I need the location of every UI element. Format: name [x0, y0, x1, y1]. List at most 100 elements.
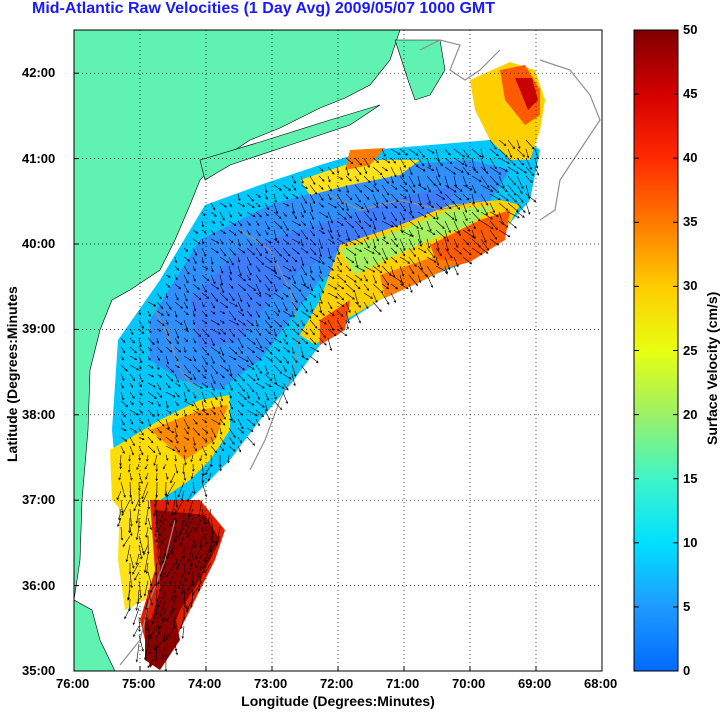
current-vector-arrow — [246, 229, 251, 236]
current-vector-arrow — [183, 346, 187, 353]
current-vector-arrow — [165, 283, 171, 288]
current-vector-arrow — [237, 220, 243, 227]
current-vector-arrow — [300, 211, 304, 218]
current-vector-arrow — [246, 328, 253, 333]
current-vector-arrow — [192, 418, 198, 425]
current-vector-arrow — [120, 418, 125, 426]
current-vector-arrow — [165, 382, 171, 389]
current-vector-arrow — [507, 193, 517, 203]
current-vector-arrow — [174, 490, 179, 508]
current-vector-arrow — [197, 571, 203, 592]
current-vector-arrow — [138, 373, 144, 383]
y-tick-label: 37:00 — [22, 492, 56, 508]
current-vector-arrow — [417, 220, 423, 231]
colorbar-tick-label: 25 — [683, 342, 698, 358]
current-vector-arrow — [435, 193, 446, 200]
current-vector-arrow — [255, 238, 264, 247]
current-vector-arrow — [255, 283, 261, 295]
current-vector-arrow — [165, 292, 169, 299]
current-vector-arrow — [192, 301, 197, 312]
current-vector-arrow — [345, 175, 352, 182]
current-vector-arrow — [300, 247, 309, 254]
current-vector-arrow — [246, 301, 251, 308]
current-vector-arrow — [138, 490, 141, 507]
current-vector-arrow — [309, 337, 317, 345]
current-vector-arrow — [309, 292, 317, 298]
current-vector-arrow — [219, 220, 224, 227]
current-vector-arrow — [471, 238, 481, 248]
current-vector-arrow — [273, 301, 281, 313]
current-vector-arrow — [309, 184, 318, 195]
current-vector-arrow — [345, 301, 351, 313]
current-vector-arrow — [129, 445, 134, 456]
current-vector-arrow — [210, 265, 214, 273]
current-vector-arrow — [435, 247, 442, 257]
current-vector-arrow — [174, 364, 180, 368]
current-vector-arrow — [237, 436, 243, 444]
current-vector-arrow — [318, 229, 325, 234]
current-vector-arrow — [255, 256, 265, 266]
current-vector-arrow — [147, 364, 154, 369]
current-vector-arrow — [507, 148, 513, 159]
current-vector-arrow — [246, 391, 250, 399]
current-vector-arrow — [264, 229, 269, 236]
current-vector-arrow — [156, 301, 164, 309]
current-vector-arrow — [133, 625, 140, 638]
current-vector-arrow — [201, 211, 206, 217]
current-vector-arrow — [119, 463, 123, 470]
current-vector-arrow — [159, 598, 167, 618]
current-vector-arrow — [273, 355, 283, 364]
current-vector-arrow — [228, 445, 236, 452]
current-vector-arrow — [147, 301, 157, 307]
current-vector-arrow — [399, 175, 407, 186]
current-vector-arrow — [318, 202, 324, 208]
current-vector-arrow — [228, 310, 236, 321]
current-vector-arrow — [187, 562, 194, 575]
current-vector-arrow — [166, 544, 176, 559]
current-vector-arrow — [318, 283, 324, 294]
current-vector-arrow — [300, 274, 306, 287]
current-vector-arrow — [156, 553, 161, 566]
current-vector-arrow — [273, 400, 283, 411]
current-vector-arrow — [354, 301, 362, 308]
current-vector-arrow — [327, 301, 333, 310]
current-vector-arrow — [363, 175, 371, 183]
current-vector-arrow — [197, 499, 203, 518]
current-vector-arrow — [246, 238, 253, 247]
current-vector-arrow — [255, 301, 262, 307]
current-vector-arrow — [183, 436, 190, 441]
current-vector-arrow — [444, 184, 457, 193]
current-vector-arrow — [157, 571, 167, 585]
current-vector-arrow — [165, 436, 173, 443]
colorbar-tick-label: 0 — [683, 663, 691, 678]
current-vector-arrow — [309, 220, 315, 230]
current-vector-arrow — [525, 166, 535, 177]
current-vector-arrow — [489, 229, 497, 240]
current-vector-arrow — [128, 517, 131, 534]
current-vector-arrow — [381, 274, 390, 286]
current-vector-arrow — [165, 364, 175, 373]
current-vector-arrow — [174, 526, 185, 543]
current-vector-arrow — [156, 346, 163, 353]
current-vector-arrow — [228, 265, 232, 275]
current-vector-arrow — [180, 616, 185, 630]
current-vector-arrow — [453, 211, 458, 222]
current-vector-arrow — [327, 229, 334, 240]
x-tick-label: 76:00 — [56, 676, 90, 691]
current-vector-arrow — [192, 391, 197, 400]
current-vector-arrow — [408, 202, 413, 214]
current-vector-arrow — [171, 499, 176, 517]
current-vector-arrow — [426, 193, 431, 205]
current-vector-arrow — [273, 184, 282, 191]
current-vector-arrow — [246, 265, 252, 276]
current-vector-arrow — [199, 454, 203, 462]
current-vector-arrow — [165, 445, 176, 451]
current-vector-arrow — [138, 580, 143, 599]
current-vector-arrow — [237, 292, 243, 303]
current-vector-arrow — [210, 202, 216, 211]
current-vector-arrow — [138, 436, 145, 440]
current-vector-arrow — [210, 337, 215, 347]
current-vector-arrow — [118, 472, 122, 481]
current-vector-arrow — [147, 409, 155, 417]
colorbar-tick-label: 45 — [683, 86, 698, 102]
